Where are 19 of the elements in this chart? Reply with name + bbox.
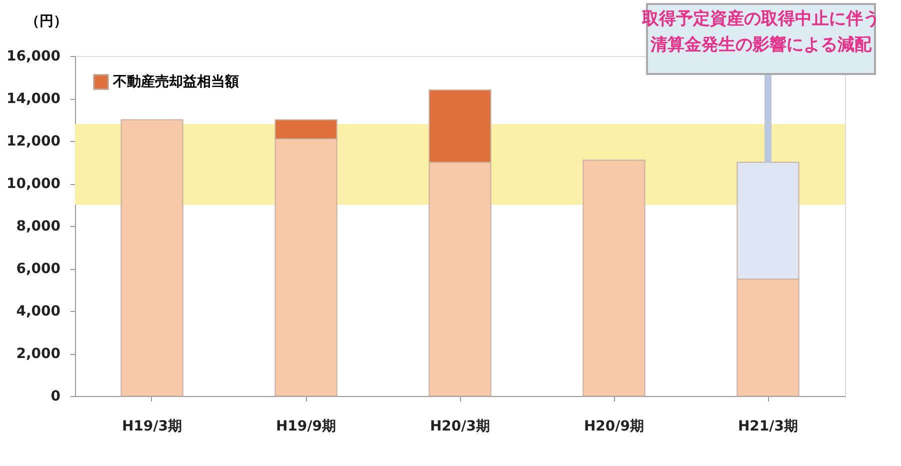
x-tick-label: H21/3期 [738, 418, 798, 434]
x-tick-label: H19/9期 [276, 418, 336, 434]
x-tick-label: H20/3期 [430, 418, 490, 434]
bar [120, 119, 184, 396]
x-tick-label: H20/9期 [584, 418, 644, 434]
y-tick-label: 12,000 [6, 134, 61, 150]
y-tick-label: 14,000 [6, 91, 61, 107]
y-tick-label: 6,000 [16, 261, 61, 277]
y-axis-title: （円） [26, 14, 68, 30]
y-tick-label: 0 [50, 388, 61, 404]
y-tick-label: 8,000 [16, 218, 61, 234]
y-tick-label: 10,000 [6, 176, 61, 192]
annotation: 取得予定資産の取得中止に伴う清算金発生の影響による減配 [641, 9, 880, 55]
legend-label: 不動産売却益相当額 [112, 73, 239, 90]
bar [582, 160, 646, 396]
y-tick-label: 4,000 [16, 304, 61, 320]
y-tick-label: 2,000 [16, 346, 61, 362]
y-tick-label: 16,000 [6, 48, 61, 64]
x-tick-label: H19/3期 [122, 418, 182, 434]
